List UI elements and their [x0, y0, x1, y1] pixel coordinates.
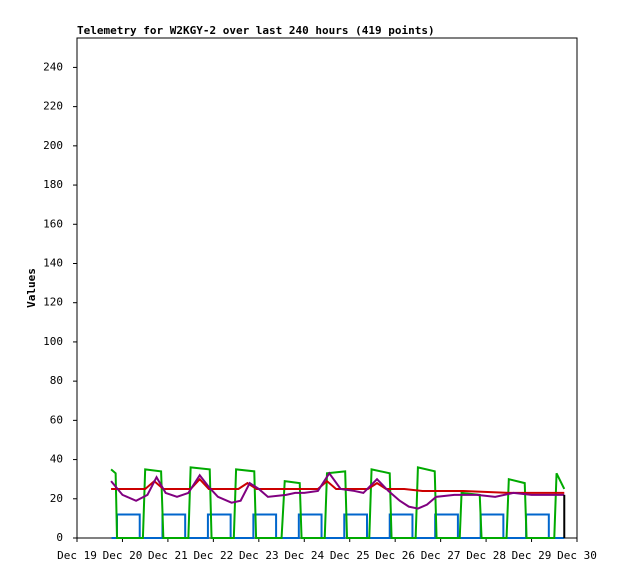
x-tick-label: Dec 20 [103, 549, 143, 562]
x-tick-label: Dec 21 [148, 549, 188, 562]
x-tick-label: Dec 22 [193, 549, 233, 562]
y-tick-label: 60 [50, 413, 63, 426]
plot-frame [76, 37, 578, 539]
y-tick-label: 20 [50, 492, 63, 505]
y-tick-label: 40 [50, 453, 63, 466]
series-line [111, 513, 565, 539]
y-tick-label: 180 [43, 178, 63, 191]
x-tick-label: Dec 24 [284, 549, 324, 562]
series-line [110, 471, 565, 510]
y-tick-label: 80 [50, 374, 63, 387]
y-axis-label: Values [25, 268, 38, 308]
x-tick-label: Dec 27 [421, 549, 461, 562]
y-tick-label: 100 [43, 335, 63, 348]
x-tick-label: Dec 19 [57, 549, 97, 562]
y-tick-label: 220 [43, 100, 63, 113]
y-tick-label: 240 [43, 60, 63, 73]
y-tick-label: 120 [43, 296, 63, 309]
chart-title: Telemetry for W2KGY-2 over last 240 hour… [77, 24, 435, 37]
x-tick-label: Dec 28 [466, 549, 506, 562]
x-tick-label: Dec 23 [239, 549, 279, 562]
y-tick-label: 0 [56, 531, 63, 544]
x-tick-label: Dec 26 [375, 549, 415, 562]
x-tick-label: Dec 30 [557, 549, 597, 562]
x-tick-label: Dec 29 [512, 549, 552, 562]
y-tick-label: 140 [43, 256, 63, 269]
y-tick-label: 200 [43, 139, 63, 152]
series-line [110, 466, 566, 539]
x-tick-label: Dec 25 [330, 549, 370, 562]
y-tick-label: 160 [43, 217, 63, 230]
